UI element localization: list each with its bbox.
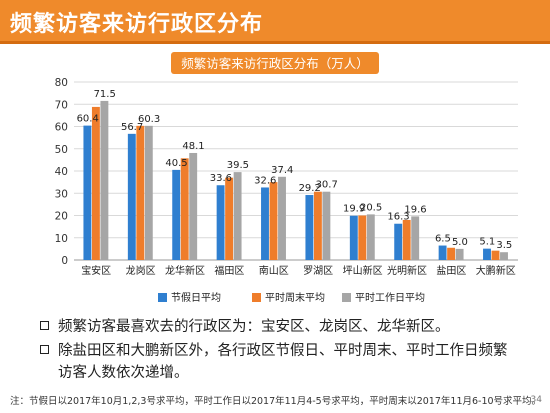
bullet-text: 除盐田区和大鹏新区外，各行政区节假日、平时周末、平时工作日频繁访客人数依次递增。 [58,343,508,381]
page-number: 34 [530,395,542,405]
data-label: 60.3 [138,114,160,125]
data-label: 48.1 [182,141,204,152]
bar [491,250,500,260]
bullet-list: 频繁访客最喜欢去的行政区为：宝安区、龙岗区、龙华新区。 除盐田区和大鹏新区外，各… [40,316,510,386]
bar [322,191,331,260]
x-tick-label: 盐田区 [436,264,466,277]
x-tick-label: 宝安区 [81,264,111,277]
chart-title-background [171,52,379,74]
bar [100,100,109,260]
legend-swatch [342,293,351,302]
data-label: 33.6 [210,173,232,184]
bar [455,248,464,260]
chart-title-banner: 频繁访客来访行政区分布（万人） [171,52,379,74]
y-tick-label: 70 [55,99,68,111]
bar [305,195,314,260]
bar [278,176,286,260]
bar [269,182,278,260]
data-label: 6.5 [435,234,451,245]
data-label: 16.3 [387,212,409,223]
bar [483,248,491,260]
bullet-item: 除盐田区和大鹏新区外，各行政区节假日、平时周末、平时工作日频繁访客人数依次递增。 [40,340,510,384]
y-tick-label: 50 [55,144,68,156]
bar [144,125,153,261]
data-label: 56.7 [121,122,143,133]
data-label: 19.6 [404,204,426,215]
x-tick-label: 大鹏新区 [476,264,516,277]
bar [91,106,100,260]
bar [438,245,447,260]
slide-title: 频繁访客来访行政区分布 [10,12,264,37]
bullet-text: 频繁访客最喜欢去的行政区为：宝安区、龙岗区、龙华新区。 [58,319,450,335]
bar [127,133,136,260]
bar [83,125,92,260]
bar [136,125,145,261]
x-tick-label: 坪山新区 [343,264,383,277]
chart-title: 频繁访客来访行政区分布（万人） [181,56,369,71]
footnote: 注：节假日以2017年10月1,2,3号求平均，平时工作日以2017年11月4-… [10,396,542,407]
legend-swatch [158,293,167,302]
data-label: 71.5 [94,89,116,100]
title-bar: 频繁访客来访行政区分布 [0,0,550,44]
y-tick-label: 40 [55,166,68,178]
data-label: 30.7 [316,180,338,191]
legend-label: 平时周末平均 [265,291,325,304]
x-tick-label: 龙华新区 [165,264,205,277]
bar [261,187,269,260]
bar [313,191,322,260]
bar [180,158,189,260]
y-tick-label: 0 [61,255,68,267]
title-underline [0,41,550,44]
bar [349,215,358,260]
legend-label: 节假日平均 [171,291,221,304]
bar [216,185,225,260]
data-label: 3.5 [496,240,512,251]
y-tick-label: 20 [55,211,68,223]
data-label: 37.4 [271,165,293,176]
bar [225,177,234,260]
bar [394,223,403,260]
bar [447,247,456,260]
bar [366,214,375,260]
x-tick-label: 光明新区 [387,264,427,277]
y-tick-label: 60 [55,122,68,134]
bar [411,216,420,260]
y-tick-label: 30 [55,188,68,200]
x-tick-label: 南山区 [259,264,289,277]
x-tick-label: 龙岗区 [126,264,156,277]
x-tick-label: 罗湖区 [303,265,333,277]
checkbox-bullet-icon [40,345,49,354]
data-label: 19.9 [343,204,365,215]
data-label: 29.2 [299,183,321,194]
bar [233,172,242,260]
data-label: 5.1 [479,237,495,248]
bullet-item: 频繁访客最喜欢去的行政区为：宝安区、龙岗区、龙华新区。 [40,316,510,338]
data-label: 32.6 [254,175,276,186]
legend-label: 平时工作日平均 [355,292,425,304]
data-label: 20.5 [360,202,382,213]
x-tick-label: 福田区 [214,264,244,277]
y-tick-label: 80 [55,77,68,89]
data-label: 5.0 [452,237,468,248]
data-label: 39.5 [227,160,249,171]
checkbox-bullet-icon [40,321,49,330]
bar-chart: 频繁访客来访行政区分布（万人） 0 10 20 30 40 50 60 70 80 宝安区 龙岗区 龙华… [55,52,518,304]
data-label: 60.4 [77,114,99,125]
data-label: 40.5 [165,158,187,169]
bar [402,219,411,260]
legend-swatch [252,293,261,302]
y-tick-label: 10 [55,233,68,245]
bar [358,215,367,260]
bar [172,169,181,260]
bar [500,252,508,260]
bar [189,152,198,260]
